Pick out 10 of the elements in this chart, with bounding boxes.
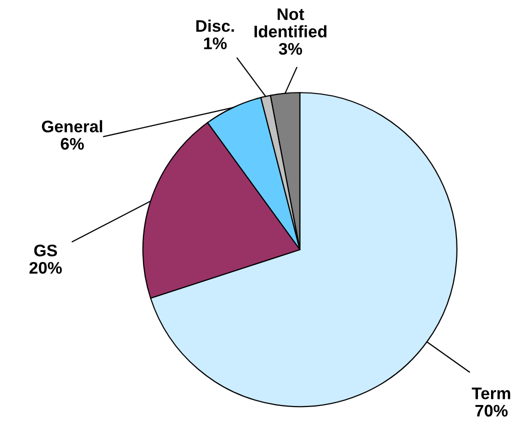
slice-label: General: [42, 120, 102, 132]
data-label: 70%: [475, 404, 508, 417]
data-label: 3%: [278, 42, 302, 55]
slice-label: Term: [472, 388, 510, 400]
slice-label: GS: [34, 244, 57, 256]
data-label: 6%: [60, 138, 84, 150]
data-label: 1%: [204, 37, 227, 50]
data-label: 20%: [29, 262, 62, 274]
slice-label: Not Identified: [254, 8, 326, 38]
slice-label: Disc.: [196, 20, 234, 32]
